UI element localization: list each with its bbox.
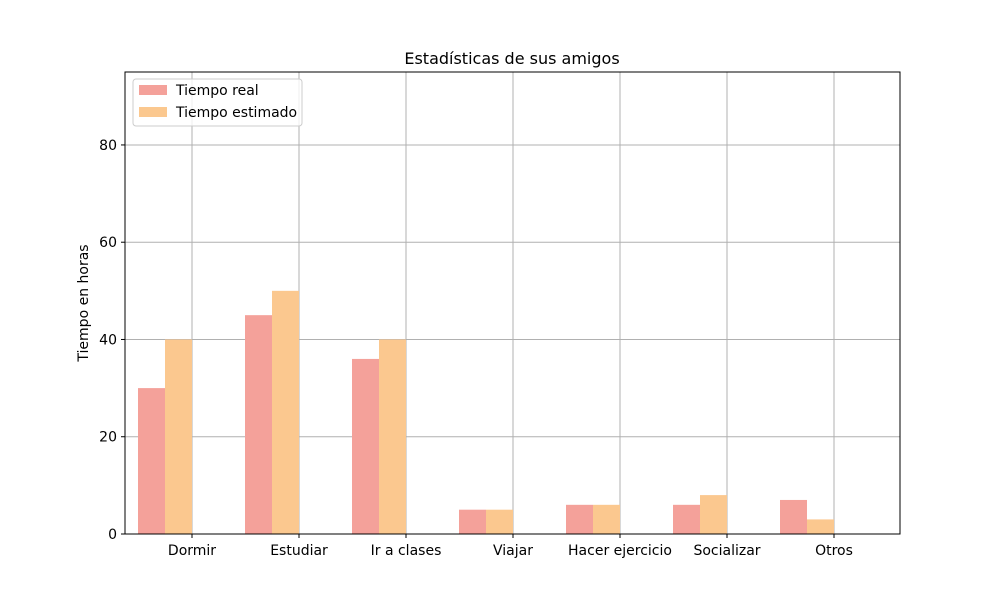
y-tick-label: 60 [99,235,117,251]
x-axis: Dormir Estudiar Ir a clases Viajar Hacer eje… [168,534,853,559]
grid-layer [125,72,900,535]
x-tick-label: Ir a clases [371,543,442,559]
y-axis: 0 20 40 60 80 [99,138,125,543]
y-axis-label: Tiempo en horas [76,244,92,362]
bar-estimado [165,339,192,534]
bar-real [352,358,379,534]
y-tick-label: 40 [99,332,117,348]
y-tick-label: 0 [108,527,117,543]
x-tick-label: Hacer ejercicio [568,543,672,559]
bar-estimado [486,509,513,534]
legend-frame [132,78,303,127]
y-tick-label: 80 [99,138,117,154]
x-tick-label: Dormir [168,543,216,559]
legend: Tiempo real Tiempo estimado [132,78,303,127]
legend-label-estimado: Tiempo estimado [175,105,297,121]
bar-real [566,504,593,534]
y-tick-label: 20 [99,430,117,446]
bar-estimado [272,290,299,534]
chart-title: Estadísticas de sus amigos [404,49,619,68]
bar-estimado [700,495,727,534]
bar-real [138,388,165,534]
x-tick-label: Otros [815,543,853,559]
x-tick-label: Socializar [693,543,760,559]
bar-real [780,499,807,534]
legend-swatch-estimado [139,107,167,117]
bar-real [673,504,700,534]
x-tick-label: Viajar [493,543,533,559]
legend-swatch-real [139,85,167,95]
bar-estimado [807,519,834,534]
bar-real [459,509,486,534]
legend-label-real: Tiempo real [175,83,259,99]
bar-real [245,315,272,534]
bar-estimado [593,504,620,534]
bar-estimado [379,339,406,534]
x-tick-label: Estudiar [270,543,328,559]
bars-layer [138,290,834,534]
